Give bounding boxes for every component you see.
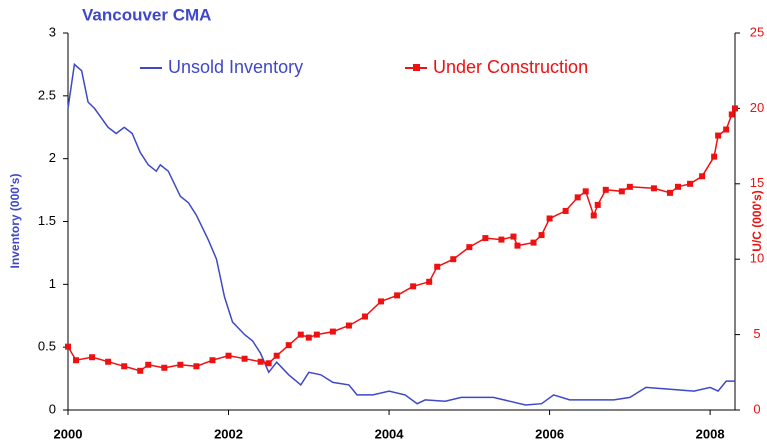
series-marker (145, 361, 152, 368)
series-marker (329, 328, 336, 335)
y2-tick-label: 10 (750, 251, 764, 266)
series-marker (666, 189, 673, 196)
series-marker (345, 322, 352, 329)
y-tick-label: 2 (49, 150, 56, 165)
series-marker (265, 360, 272, 367)
series-marker (285, 342, 292, 349)
x-tick-label: 2000 (54, 426, 83, 441)
series-marker (313, 331, 320, 338)
series-marker (361, 313, 368, 320)
series-marker (711, 153, 718, 160)
series-marker (514, 242, 521, 249)
series-marker (426, 278, 433, 285)
y-tick-label: 3 (49, 24, 56, 39)
x-tick-label: 2008 (696, 426, 725, 441)
y2-tick-label: 0 (753, 401, 760, 416)
series-marker (241, 355, 248, 362)
y-tick-label: 0 (49, 401, 56, 416)
series-marker (466, 244, 473, 251)
series-marker (498, 236, 505, 243)
series-marker (121, 363, 128, 370)
series-marker (723, 126, 730, 133)
series-marker (582, 188, 589, 195)
series-marker (105, 358, 112, 365)
y2-tick-label: 20 (750, 100, 764, 115)
series-marker (650, 185, 657, 192)
series-marker (538, 232, 545, 239)
series-marker (273, 352, 280, 359)
series-marker (675, 183, 682, 190)
series-marker (574, 194, 581, 201)
series-marker (378, 298, 385, 305)
series-marker (590, 212, 597, 219)
legend-label: Unsold Inventory (168, 57, 303, 77)
series-marker (510, 233, 517, 240)
series-marker (687, 180, 694, 187)
series-marker (161, 364, 168, 371)
x-tick-label: 2006 (535, 426, 564, 441)
x-tick-label: 2004 (375, 426, 405, 441)
y2-tick-label: 5 (753, 326, 760, 341)
series-marker (225, 352, 232, 359)
series-marker (562, 207, 569, 214)
y2-tick-label: 15 (750, 175, 764, 190)
series-marker (209, 357, 216, 364)
series-marker (193, 363, 200, 370)
series-marker (73, 357, 80, 364)
series-marker (530, 239, 537, 246)
series-marker (257, 358, 264, 365)
y-tick-label: 1 (49, 276, 56, 291)
series-marker (626, 183, 633, 190)
series-marker (546, 215, 553, 222)
series-marker (89, 354, 96, 361)
chart-title: Vancouver CMA (82, 5, 211, 24)
series-marker (177, 361, 184, 368)
series-marker (699, 173, 706, 180)
y-tick-label: 2.5 (38, 87, 56, 102)
series-marker (297, 331, 304, 338)
series-marker (482, 235, 489, 242)
series-marker (715, 132, 722, 139)
series-line (67, 108, 736, 372)
series-marker (618, 188, 625, 195)
legend-label: Under Construction (433, 57, 588, 77)
series-marker (434, 263, 441, 270)
series-marker (394, 292, 401, 299)
x-tick-label: 2002 (214, 426, 243, 441)
series-marker (410, 283, 417, 290)
y-tick-label: 1.5 (38, 213, 56, 228)
series-marker (137, 367, 144, 374)
y-axis-label: Inventory (000's) (8, 174, 22, 269)
legend-marker (413, 64, 420, 71)
series-marker (305, 334, 312, 341)
series-line (67, 62, 735, 406)
series-marker (602, 186, 609, 193)
y2-axis-label: U/C (000's) (750, 190, 764, 252)
series-marker (728, 111, 735, 118)
y2-tick-label: 25 (750, 24, 764, 39)
series-marker (732, 105, 738, 112)
series-marker (450, 256, 457, 263)
series-marker (594, 201, 601, 208)
series-marker (65, 343, 71, 350)
y-tick-label: 0.5 (38, 339, 56, 354)
